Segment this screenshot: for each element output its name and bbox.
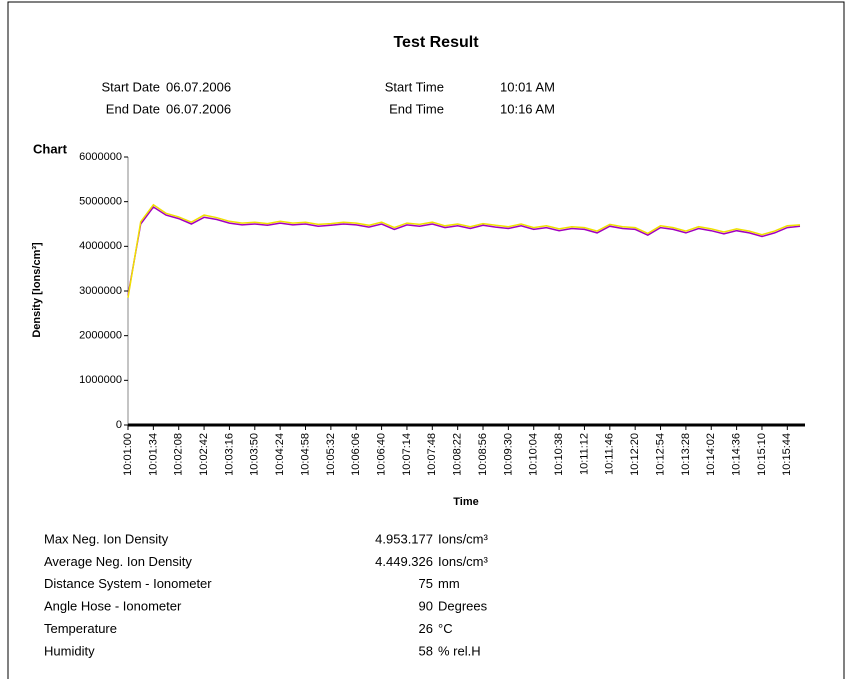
stat-value: 58 xyxy=(419,643,433,658)
stat-value: 26 xyxy=(419,621,433,636)
x-tick-label: 10:07:48 xyxy=(426,433,438,476)
x-tick-label: 10:15:10 xyxy=(756,433,768,476)
x-tick-label: 10:12:20 xyxy=(629,433,641,476)
field-label: Start Date xyxy=(101,79,160,94)
x-tick-label: 10:12:54 xyxy=(654,433,666,476)
field-value: 10:01 AM xyxy=(500,79,555,94)
x-tick-label: 10:01:34 xyxy=(147,433,159,476)
report-title: Test Result xyxy=(393,34,479,51)
x-tick-label: 10:08:22 xyxy=(452,433,464,476)
y-tick-label: 0 xyxy=(116,419,122,431)
x-tick-label: 10:09:30 xyxy=(502,433,514,476)
stat-label: Distance System - Ionometer xyxy=(44,576,212,591)
stat-unit: mm xyxy=(438,576,460,591)
field-label: Start Time xyxy=(385,79,444,94)
x-tick-label: 10:03:50 xyxy=(249,433,261,476)
x-tick-label: 10:02:42 xyxy=(198,433,210,476)
x-tick-label: 10:13:28 xyxy=(680,433,692,476)
stat-value: 90 xyxy=(419,599,433,614)
stat-label: Angle Hose - Ionometer xyxy=(44,599,182,614)
stat-unit: Ions/cm³ xyxy=(438,554,489,569)
x-axis-label: Time xyxy=(453,496,478,508)
x-tick-label: 10:04:24 xyxy=(274,433,286,476)
y-tick-label: 1000000 xyxy=(79,374,122,386)
stat-value: 75 xyxy=(419,576,433,591)
field-value: 06.07.2006 xyxy=(166,101,231,116)
field-label: End Time xyxy=(389,101,444,116)
stat-label: Humidity xyxy=(44,643,95,658)
stat-unit: °C xyxy=(438,621,453,636)
field-value: 06.07.2006 xyxy=(166,79,231,94)
stat-unit: Ions/cm³ xyxy=(438,531,489,546)
field-value: 10:16 AM xyxy=(500,101,555,116)
stat-label: Max Neg. Ion Density xyxy=(44,531,169,546)
x-tick-label: 10:11:12 xyxy=(578,433,590,475)
page-border xyxy=(7,1,845,679)
x-tick-label: 10:11:46 xyxy=(604,433,616,475)
y-tick-label: 5000000 xyxy=(79,196,122,208)
x-tick-label: 10:07:14 xyxy=(401,433,413,476)
series-line xyxy=(127,205,801,296)
y-tick-label: 3000000 xyxy=(79,285,122,297)
stat-value: 4.449.326 xyxy=(375,554,433,569)
x-tick-label: 10:14:36 xyxy=(731,433,743,476)
series-line xyxy=(127,203,801,298)
x-tick-label: 10:14:02 xyxy=(705,433,717,476)
x-tick-label: 10:08:56 xyxy=(477,433,489,476)
y-tick-label: 6000000 xyxy=(79,151,122,163)
x-tick-label: 10:02:08 xyxy=(173,433,185,476)
stat-value: 4.953.177 xyxy=(375,531,433,546)
x-tick-label: 10:06:40 xyxy=(375,433,387,476)
x-tick-label: 10:05:32 xyxy=(325,433,337,476)
x-tick-label: 10:04:58 xyxy=(299,433,311,476)
x-tick-label: 10:10:04 xyxy=(528,433,540,476)
chart-title: Chart xyxy=(33,141,68,156)
x-tick-label: 10:15:44 xyxy=(781,433,793,476)
stat-label: Temperature xyxy=(44,621,117,636)
x-tick-label: 10:03:16 xyxy=(223,433,235,476)
y-axis-label: Density [Ions/cm³] xyxy=(31,242,43,338)
x-tick-label: 10:10:38 xyxy=(553,433,565,476)
stat-label: Average Neg. Ion Density xyxy=(44,554,192,569)
stat-unit: Degrees xyxy=(438,599,488,614)
field-label: End Date xyxy=(106,101,160,116)
stat-unit: % rel.H xyxy=(438,643,481,658)
x-tick-label: 10:06:06 xyxy=(350,433,362,476)
y-tick-label: 2000000 xyxy=(79,330,122,342)
y-tick-label: 4000000 xyxy=(79,240,122,252)
x-tick-label: 10:01:00 xyxy=(122,433,134,476)
